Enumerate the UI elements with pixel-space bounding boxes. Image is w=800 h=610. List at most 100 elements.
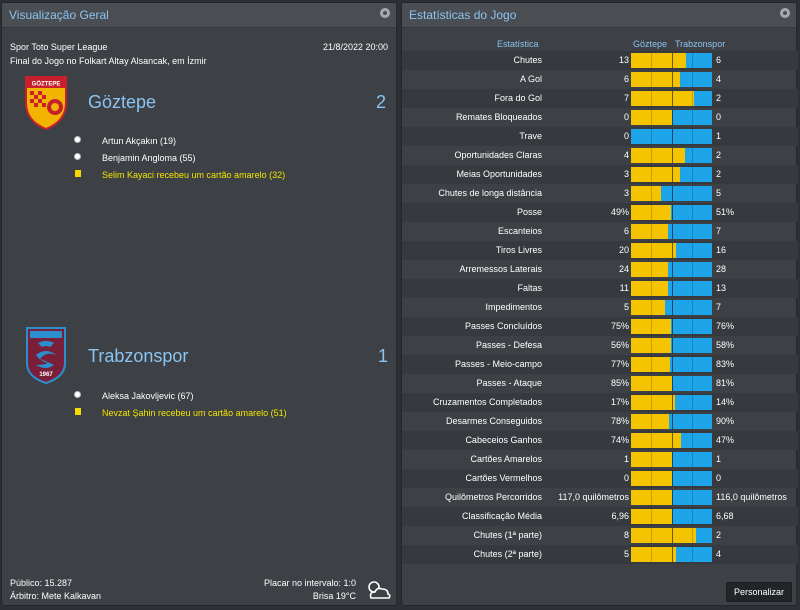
comparison-bar [631,509,712,524]
bar-tick [672,414,673,429]
home-stat-value: 77% [610,359,629,369]
stat-label: Cabeceios Ganhos [465,435,542,445]
away-stat-value: 7 [716,302,722,312]
home-stat-value: 49% [610,207,629,217]
home-stat-value: 85% [610,378,629,388]
stat-label: Posse [516,207,542,217]
stat-label: A Gol [519,74,542,84]
bar-tick [672,452,673,467]
bar-tick [672,72,673,87]
stat-row: Cartões Vermelhos 0 0 [402,469,798,488]
away-stat-value: 2 [716,93,722,103]
away-team-name[interactable]: Trabzonspor [88,346,189,366]
comparison-bar [631,376,712,391]
bar-tick [692,262,693,277]
stat-row: Chutes (2ª parte) 5 4 [402,545,798,564]
home-share-fill [631,414,669,429]
away-stat-value: 13 [716,283,727,293]
bar-tick [692,395,693,410]
home-event-3: Selim Kayaci recebeu um cartão amarelo (… [102,170,286,180]
bar-tick [651,262,652,277]
away-stat-value: 51% [716,207,735,217]
stat-row: Cartões Amarelos 1 1 [402,450,798,469]
stat-label: Impedimentos [485,302,542,312]
comparison-bar [631,262,712,277]
trabzonspor-crest: 1967 [26,327,66,385]
away-column-header[interactable]: Trabzonspor [675,39,726,49]
bar-tick [672,490,673,505]
home-stat-value: 7 [623,93,629,103]
bar-tick [672,262,673,277]
bar-tick [651,186,652,201]
home-share-fill [631,509,672,524]
gear-icon[interactable] [780,8,790,18]
away-stat-value: 16 [716,245,727,255]
bar-tick [672,110,673,125]
trabzonspor-crest-text: 1967 [39,372,53,378]
home-team-score: 2 [376,92,387,112]
overview-panel: Visualização Geral Spor Toto Super Leagu… [1,2,397,606]
comparison-bar [631,205,712,220]
stat-row: Quilômetros Percorridos 117,0 quilômetros… [402,488,798,507]
away-stat-value: 6 [716,55,722,65]
away-stat-value: 1 [716,454,722,464]
home-stat-value: 0 [623,473,629,483]
comparison-bar [631,148,712,163]
bar-tick [651,243,652,258]
bar-tick [651,376,652,391]
comparison-bar [631,452,712,467]
yellow-card-icon [75,170,81,177]
yellow-card-icon [75,408,81,415]
bar-tick [692,186,693,201]
away-stat-value: 4 [716,74,722,84]
weather-label: Brisa 19°C [312,591,356,601]
away-team-score: 1 [378,346,389,366]
bar-tick [672,433,673,448]
stat-row: Passes Concluídos 75% 76% [402,317,798,336]
bar-tick [692,357,693,372]
attendance-label: Público: 15.287 [10,578,73,588]
gear-icon[interactable] [380,8,390,18]
home-team-name[interactable]: Göztepe [88,92,157,112]
stat-row: Posse 49% 51% [402,203,798,222]
stat-label: Cruzamentos Completados [432,397,542,407]
comparison-bar [631,224,712,239]
comparison-bar [631,300,712,315]
away-stat-value: 90% [716,416,735,426]
bar-tick [672,224,673,239]
overview-title: Visualização Geral [9,8,109,22]
stat-label: Classificação Média [461,511,542,521]
home-stat-value: 6 [623,74,629,84]
stat-row: Passes - Meio-campo 77% 83% [402,355,798,374]
home-share-fill [631,452,672,467]
customize-button[interactable]: Personalizar [725,582,792,602]
stat-label: Passes - Ataque [476,378,542,388]
stat-column-header[interactable]: Estatística [497,39,539,49]
bar-tick [651,91,652,106]
home-event-2: Benjamin Angloma (55) [102,153,196,163]
bar-tick [651,72,652,87]
home-stat-value: 3 [623,188,629,198]
venue-label: Final do Jogo no Folkart Altay Alsancak,… [10,56,207,66]
competition-label: Spor Toto Super League [10,42,108,52]
home-column-header[interactable]: Göztepe [633,39,668,49]
stat-label: Escanteios [497,226,542,236]
home-stat-value: 78% [610,416,629,426]
away-stat-value: 2 [716,150,722,160]
away-stat-value: 5 [716,188,722,198]
bar-tick [672,281,673,296]
bar-tick [692,91,693,106]
stat-row: Cruzamentos Completados 17% 14% [402,393,798,412]
bar-tick [651,509,652,524]
home-stat-value: 17% [610,397,629,407]
home-stat-value: 8 [623,530,629,540]
stat-row: Oportunidades Claras 4 2 [402,146,798,165]
stat-label: Desarmes Conseguidos [445,416,542,426]
comparison-bar [631,186,712,201]
comparison-bar [631,243,712,258]
stat-label: Arremessos Laterais [459,264,542,274]
halftime-score: Placar no intervalo: 1:0 [263,578,356,588]
comparison-bar [631,414,712,429]
bar-tick [651,205,652,220]
stat-label: Chutes de longa distância [438,188,542,198]
